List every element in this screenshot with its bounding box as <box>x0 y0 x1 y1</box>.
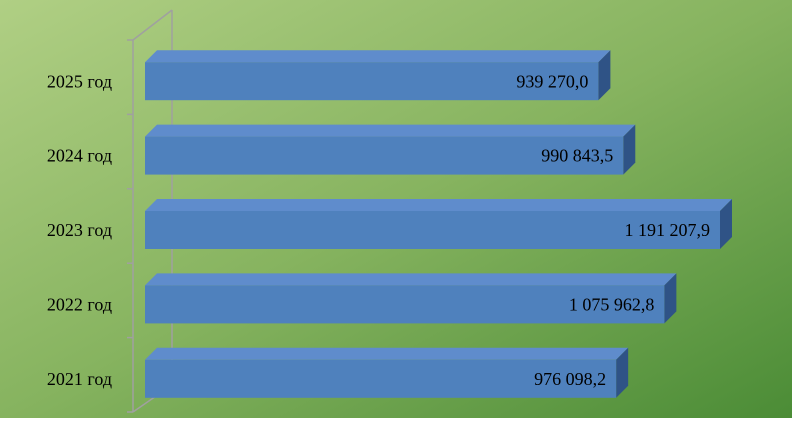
bar-top <box>145 124 636 137</box>
bar <box>145 211 720 249</box>
y-tick-label: 2025 год <box>47 71 112 91</box>
y-tick-label: 2024 год <box>47 146 112 166</box>
bar <box>145 285 665 324</box>
bar-top <box>145 347 629 360</box>
bar-side <box>664 273 677 324</box>
value-label: 976 098,2 <box>534 369 606 389</box>
value-label: 939 270,0 <box>516 71 588 91</box>
bar <box>145 136 624 175</box>
bar-top <box>145 199 732 211</box>
y-tick-label: 2021 год <box>47 369 112 389</box>
bar-top <box>145 273 677 286</box>
value-label: 1 191 207,9 <box>625 220 711 240</box>
bar-side <box>720 199 732 249</box>
bar-top <box>145 50 611 63</box>
bar-side <box>616 347 629 398</box>
value-label: 1 075 962,8 <box>569 295 655 315</box>
y-tick-label: 2022 год <box>47 295 112 315</box>
value-label: 990 843,5 <box>541 146 613 166</box>
bar <box>145 359 617 398</box>
bar <box>145 62 599 101</box>
bar-side <box>598 50 611 101</box>
bar-side <box>623 124 636 175</box>
y-tick-label: 2023 год <box>47 220 112 240</box>
